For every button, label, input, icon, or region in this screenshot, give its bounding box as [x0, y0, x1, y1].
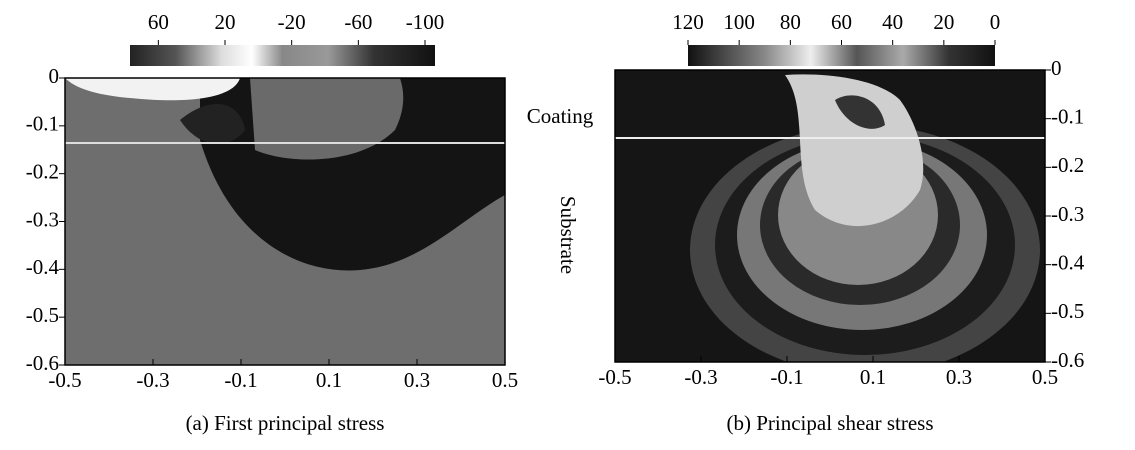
y-tick-label: -0.6 [26, 351, 59, 375]
colorbar-tick-label: -100 [406, 10, 445, 34]
x-tick-label: -0.1 [770, 365, 803, 389]
y-tick-label: -0.3 [26, 207, 59, 231]
y-tick-label: -0.3 [1051, 202, 1084, 226]
caption: (b) Principal shear stress [726, 411, 933, 435]
y-tick-label: -0.5 [26, 303, 59, 327]
annotation: Substrate [556, 196, 580, 274]
colorbar-tick-label: 20 [933, 10, 954, 34]
y-tick-label: -0.4 [1051, 250, 1085, 274]
y-tick-label: -0.2 [1051, 153, 1084, 177]
colorbar-tick-label: 60 [831, 10, 852, 34]
colorbar-tick-label: 60 [148, 10, 169, 34]
annotation: Coating [527, 104, 594, 128]
x-tick-label: 0.1 [316, 368, 342, 392]
x-tick-label: 0.3 [404, 368, 430, 392]
contour-field-b [615, 70, 1045, 362]
x-tick-label: 0.5 [1032, 365, 1058, 389]
colorbar-b [688, 45, 995, 66]
colorbar-tick-label: -60 [344, 10, 372, 34]
y-tick-label: -0.1 [1051, 104, 1084, 128]
caption: (a) First principal stress [186, 411, 385, 435]
x-tick-label: -0.1 [224, 368, 257, 392]
x-tick-label: 0.5 [492, 368, 518, 392]
y-tick-label: -0.4 [26, 255, 60, 279]
colorbar-tick-label: 80 [780, 10, 801, 34]
colorbar-tick-label: 0 [990, 10, 1001, 34]
colorbar-a [130, 45, 435, 66]
y-tick-label: -0.6 [1051, 348, 1084, 372]
y-tick-label: -0.2 [26, 159, 59, 183]
x-tick-label: -0.3 [136, 368, 169, 392]
colorbar-tick-label: 20 [215, 10, 236, 34]
contour-field-a [65, 78, 505, 365]
colorbar-tick-label: 40 [882, 10, 903, 34]
y-tick-label: 0 [1051, 56, 1062, 80]
colorbar-tick-label: 100 [723, 10, 755, 34]
y-tick-label: -0.5 [1051, 299, 1084, 323]
x-tick-label: -0.5 [48, 368, 81, 392]
x-tick-label: -0.3 [684, 365, 717, 389]
x-tick-label: -0.5 [598, 365, 631, 389]
y-tick-label: 0 [49, 64, 60, 88]
colorbar-tick-label: 120 [672, 10, 704, 34]
y-tick-label: -0.1 [26, 112, 59, 136]
x-tick-label: 0.3 [946, 365, 972, 389]
x-tick-label: 0.1 [860, 365, 886, 389]
colorbar-tick-label: -20 [278, 10, 306, 34]
